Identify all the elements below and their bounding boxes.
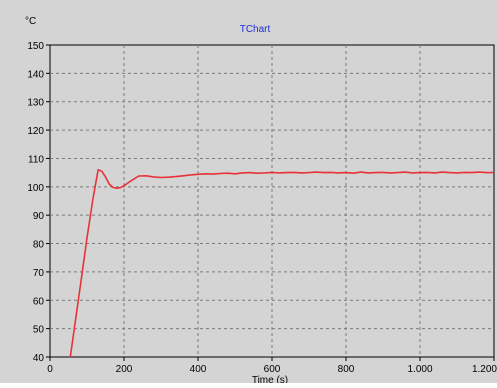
y-tick-label: 70: [33, 268, 45, 279]
y-tick-label: 60: [33, 296, 45, 307]
y-tick-label: 100: [27, 183, 44, 194]
y-axis-label: °C: [25, 16, 36, 27]
axis-ticks: 40 50 60 70 80 90 100 110 120 130 140 150 0 200 400 600…: [27, 41, 497, 375]
y-tick-label: 140: [27, 69, 44, 80]
x-tick-label: 800: [338, 364, 355, 375]
x-axis-label: Time (s): [252, 375, 288, 383]
x-tick-label: 400: [190, 364, 207, 375]
y-tick-label: 110: [28, 154, 44, 165]
y-tick-label: 40: [33, 353, 45, 364]
y-tick-label: 120: [27, 126, 44, 137]
x-tick-label: 600: [264, 364, 281, 375]
x-tick-label: 200: [116, 364, 133, 375]
x-tick-label: 1.000: [407, 364, 432, 375]
chart-title: TChart: [240, 24, 271, 35]
y-tick-label: 80: [33, 240, 45, 251]
y-tick-label: 90: [33, 211, 45, 222]
y-tick-label: 50: [33, 325, 45, 336]
series-layer: [69, 169, 494, 358]
y-tick-label: 130: [27, 98, 44, 109]
x-tick-label: 0: [47, 364, 53, 375]
x-tick-label: 1.200: [472, 364, 497, 375]
y-tick-label: 150: [27, 41, 44, 52]
temperature-series-line: [69, 169, 494, 358]
grid-lines: [50, 45, 494, 357]
